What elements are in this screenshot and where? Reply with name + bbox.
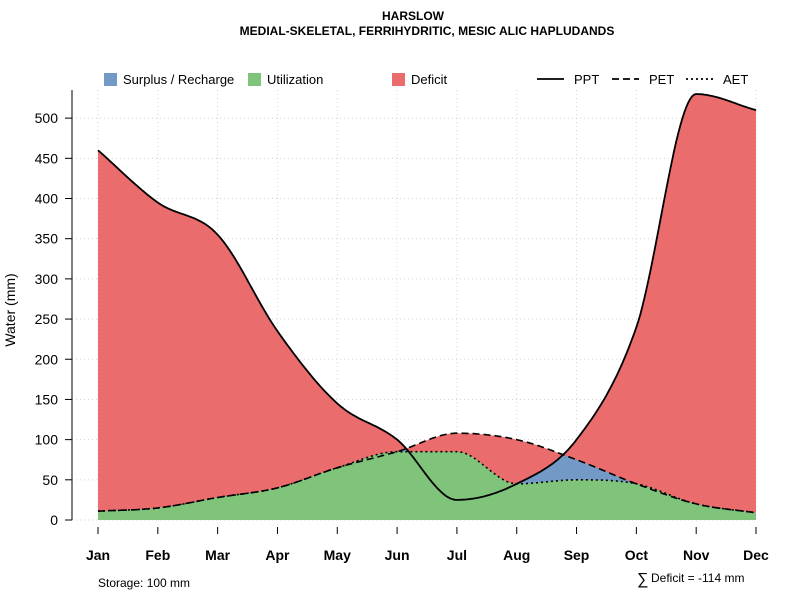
y-tick-label: 500	[35, 110, 59, 126]
legend-label-pet: PET	[649, 72, 674, 87]
y-tick-label: 400	[35, 191, 59, 207]
legend: Surplus / Recharge Utilization Deficit PPT P…	[104, 72, 748, 87]
y-tick-label: 50	[42, 472, 58, 488]
x-tick-label: Feb	[145, 547, 170, 563]
utilization-area	[98, 451, 756, 520]
chart-subtitle: MEDIAL-SKELETAL, FERRIHYDRITIC, MESIC AL…	[240, 24, 615, 38]
legend-label-surplus-recharge: Surplus / Recharge	[123, 72, 234, 87]
area-layer	[98, 94, 756, 520]
line-layer	[97, 93, 757, 514]
legend-label-ppt: PPT	[574, 72, 599, 87]
x-tick-label: Dec	[743, 547, 769, 563]
x-tick-label: May	[324, 547, 351, 563]
chart-title: HARSLOW	[382, 9, 445, 23]
x-tick-label: Mar	[205, 547, 230, 563]
legend-label-deficit: Deficit	[411, 72, 448, 87]
aet-line	[97, 450, 757, 514]
y-tick-label: 350	[35, 231, 59, 247]
y-axis-ticks: 0 50 100 150 200 250 300 350 400 450 500	[35, 110, 72, 528]
deficit-area	[98, 94, 756, 513]
y-tick-label: 450	[35, 150, 59, 166]
legend-label-utilization: Utilization	[267, 72, 323, 87]
legend-swatch-surplus-recharge	[104, 73, 117, 86]
y-tick-label: 150	[35, 391, 59, 407]
x-tick-label: Oct	[625, 547, 649, 563]
y-tick-label: 100	[35, 432, 59, 448]
y-tick-label: 300	[35, 271, 59, 287]
legend-swatch-deficit	[392, 73, 405, 86]
x-tick-label: Jul	[447, 547, 467, 563]
y-tick-label: 250	[35, 311, 59, 327]
x-tick-label: Aug	[503, 547, 530, 563]
ppt-line	[97, 93, 757, 501]
sum-symbol: ∑	[637, 571, 648, 588]
x-tick-label: Nov	[683, 547, 710, 563]
x-tick-label: Apr	[265, 547, 290, 563]
legend-label-aet: AET	[723, 72, 748, 87]
y-axis-title: Water (mm)	[2, 273, 18, 346]
x-tick-label: Jun	[385, 547, 410, 563]
x-axis-ticks: Jan Feb Mar Apr May Jun Jul Aug Sep Oct Nov Dec	[86, 527, 769, 563]
y-tick-label: 0	[50, 512, 58, 528]
deficit-total-note: Deficit = -114 mm	[651, 571, 744, 585]
storage-note: Storage: 100 mm	[98, 576, 190, 590]
legend-swatch-utilization	[248, 73, 261, 86]
x-tick-label: Jan	[86, 547, 110, 563]
x-tick-label: Sep	[564, 547, 590, 563]
y-tick-label: 200	[35, 351, 59, 367]
